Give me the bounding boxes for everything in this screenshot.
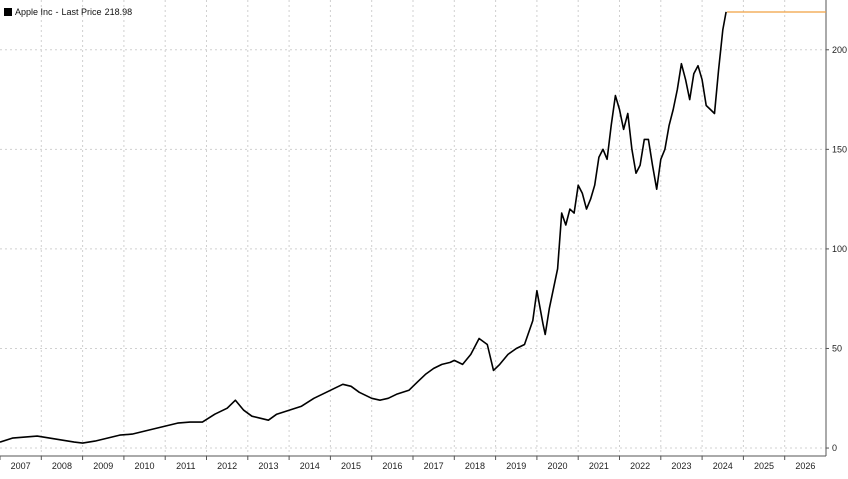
x-tick-label: 2012 bbox=[217, 461, 237, 471]
legend-separator: - bbox=[55, 7, 59, 17]
legend-series-name: Apple Inc bbox=[15, 7, 53, 17]
y-tick-label: 150 bbox=[832, 144, 847, 154]
x-tick-label: 2011 bbox=[176, 461, 195, 471]
y-tick-label: 100 bbox=[832, 244, 847, 254]
x-tick-label: 2007 bbox=[11, 461, 31, 471]
x-tick-label: 2019 bbox=[506, 461, 526, 471]
y-tick-label: 50 bbox=[832, 343, 842, 353]
legend-value-label: Last Price bbox=[61, 7, 102, 17]
x-tick-label: 2013 bbox=[258, 461, 278, 471]
x-tick-label: 2024 bbox=[713, 461, 733, 471]
x-tick-label: 2016 bbox=[382, 461, 402, 471]
series-line-apple bbox=[0, 11, 727, 444]
x-tick-label: 2021 bbox=[589, 461, 609, 471]
x-tick-label: 2015 bbox=[341, 461, 361, 471]
x-tick-label: 2009 bbox=[93, 461, 113, 471]
x-tick-label: 2017 bbox=[424, 461, 444, 471]
x-tick-label: 2020 bbox=[548, 461, 568, 471]
x-tick-label: 2025 bbox=[754, 461, 774, 471]
x-tick-label: 2018 bbox=[465, 461, 485, 471]
x-tick-label: 2023 bbox=[671, 461, 691, 471]
legend-last-value: 218.98 bbox=[104, 7, 133, 17]
x-tick-label: 2010 bbox=[135, 461, 155, 471]
y-tick-label: 200 bbox=[832, 45, 847, 55]
y-tick-label: 0 bbox=[832, 443, 837, 453]
x-tick-label: 2014 bbox=[300, 461, 320, 471]
x-tick-label: 2022 bbox=[630, 461, 650, 471]
chart-legend: Apple Inc - Last Price 218.98 bbox=[4, 5, 132, 19]
x-tick-label: 2008 bbox=[52, 461, 72, 471]
x-tick-label: 2026 bbox=[795, 461, 815, 471]
legend-swatch bbox=[4, 8, 12, 16]
